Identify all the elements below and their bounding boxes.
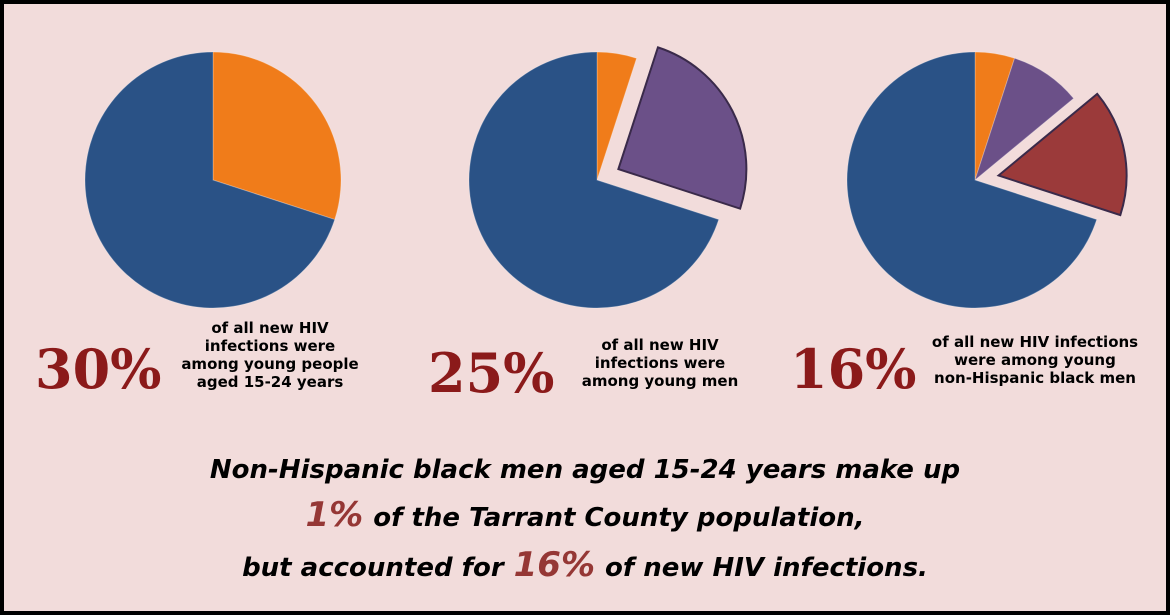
pie-slice [468, 51, 720, 309]
caption: were among young [954, 351, 1116, 369]
footer-line: 1% of the Tarrant County population, [306, 495, 865, 535]
pie-slice [212, 51, 342, 221]
footer-text: of the Tarrant County population, [373, 503, 864, 533]
caption: infections were [205, 337, 335, 355]
footer-text: of new HIV infections. [605, 553, 928, 583]
caption: among young people [181, 355, 358, 373]
caption: non-Hispanic black men [934, 369, 1136, 387]
caption: among young men [582, 372, 739, 390]
pie-slice [617, 46, 748, 210]
pie-slice [974, 51, 1016, 181]
caption: infections were [595, 354, 725, 372]
caption: aged 15-24 years [197, 373, 344, 391]
footer-text: but accounted for [242, 553, 506, 583]
caption: of all new HIV [601, 336, 719, 354]
footer-line: Non-Hispanic black men aged 15-24 years … [210, 455, 960, 485]
pie-slice [596, 51, 638, 181]
pie-slice [996, 92, 1128, 217]
caption: of all new HIV [211, 319, 329, 337]
highlight: 16% [514, 545, 595, 585]
pie-slice [973, 57, 1075, 182]
stat: 30% [35, 337, 161, 401]
highlight: 1% [306, 495, 364, 535]
stat: 16% [790, 337, 916, 401]
caption: of all new HIV infections [932, 333, 1138, 351]
pie-slice [84, 51, 336, 309]
pie-slice [846, 51, 1098, 309]
footer-line: but accounted for 16% of new HIV infection… [242, 545, 928, 585]
stat: 25% [428, 341, 554, 405]
